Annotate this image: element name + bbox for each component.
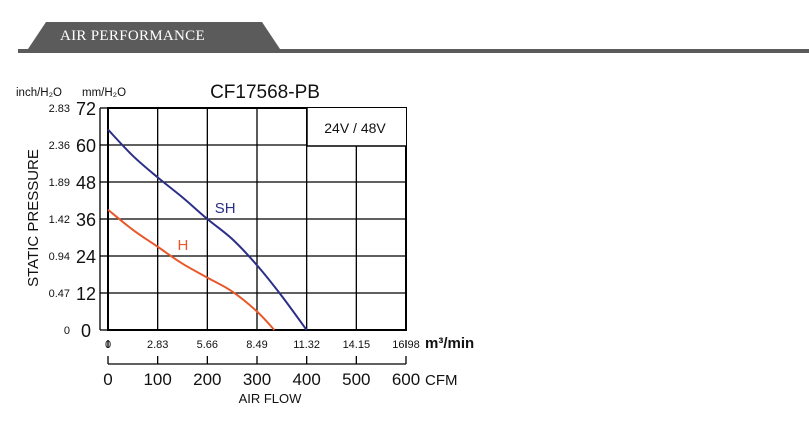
y-tick-label-inch: 0.94 [49, 251, 70, 263]
y-tick-label-inch: 0.47 [49, 288, 70, 300]
y-tick-label-inch: 0 [64, 325, 70, 337]
header-rule [18, 49, 809, 53]
y-unit-inch: inch/H₂O [16, 87, 62, 99]
y-tick-label-mm: 72 [76, 99, 96, 119]
series-label-sh: SH [215, 200, 236, 217]
x-tick-label-m3: 16.98 [392, 339, 420, 351]
y-tick-label-mm: 24 [76, 247, 96, 267]
annotation-box [307, 108, 406, 146]
x-tick-label-m3: 0 [105, 339, 111, 351]
x-tick-label-m3: 2.83 [147, 339, 168, 351]
x-tick-label-cfm: 600 [392, 370, 420, 389]
x-tick-label-m3: 5.66 [197, 339, 218, 351]
x-tick-label-cfm: 100 [143, 370, 171, 389]
series-label-h: H [178, 237, 189, 254]
section-header: AIR PERFORMANCE [0, 18, 809, 56]
header-tab [26, 22, 282, 52]
series-line-sh [107, 128, 308, 331]
y-tick-label-inch: 2.36 [49, 140, 70, 152]
y-tick-label-mm: 60 [76, 136, 96, 156]
y-tick-label-mm: 48 [76, 173, 96, 193]
y-tick-label-inch: 1.42 [49, 214, 70, 226]
voltage-annotation: 24V / 48V [324, 120, 386, 136]
x-unit-cfm: CFM [425, 372, 458, 389]
series-line-h [107, 208, 276, 331]
x-tick-label-m3: 8.49 [246, 339, 267, 351]
y-tick-label-inch: 1.89 [49, 177, 70, 189]
section-title: AIR PERFORMANCE [60, 28, 205, 44]
y-unit-mm: mm/H₂O [82, 87, 126, 99]
x-tick-label-m3: 14.15 [343, 339, 371, 351]
x-tick-label-cfm: 200 [193, 370, 221, 389]
y-axis-label: STATIC PRESSURE [25, 149, 42, 287]
x-unit-m3: m³/min [425, 335, 474, 352]
y-tick-label-mm: 12 [76, 284, 96, 304]
x-tick-label-cfm: 400 [292, 370, 320, 389]
chart-title: CF17568-PB [210, 82, 320, 103]
x-axis-label: AIR FLOW [239, 391, 303, 406]
x-tick-label-cfm: 300 [243, 370, 271, 389]
y-tick-label-mm: 36 [76, 210, 96, 230]
y-tick-label-inch: 2.83 [49, 103, 70, 115]
x-tick-label-cfm: 500 [342, 370, 370, 389]
x-tick-label-cfm: 0 [103, 370, 112, 389]
x-tick-label-m3: 11.32 [293, 339, 320, 351]
y-tick-label-mm: 0 [81, 321, 91, 341]
